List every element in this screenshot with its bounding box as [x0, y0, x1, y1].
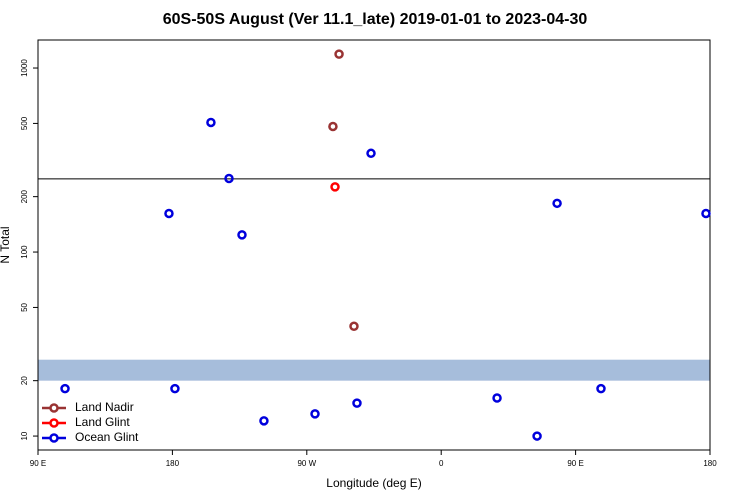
- data-point: [366, 148, 376, 159]
- data-point: [552, 198, 562, 209]
- y-tick-label: 100: [20, 245, 29, 259]
- data-point: [532, 431, 542, 441]
- x-tick-label: 180: [703, 459, 717, 468]
- x-tick-label: 90 E: [567, 459, 583, 468]
- data-point: [164, 208, 174, 219]
- data-point: [492, 393, 502, 403]
- data-point: [224, 173, 234, 184]
- data-point: [701, 208, 711, 219]
- legend-label: Ocean Glint: [75, 430, 139, 444]
- data-point: [310, 409, 320, 419]
- x-tick-label: 90 E: [30, 459, 46, 468]
- data-point: [206, 117, 216, 128]
- plot-frame: [37, 39, 711, 451]
- y-tick-label: 50: [20, 302, 29, 311]
- data-point: [349, 321, 359, 332]
- x-tick-label: 0: [439, 459, 444, 468]
- data-point: [352, 398, 362, 408]
- x-axis-label: Longitude (deg E): [326, 476, 421, 490]
- y-tick-label: 1000: [20, 59, 29, 77]
- legend-marker: [49, 433, 59, 443]
- legend-label: Land Glint: [75, 415, 130, 429]
- y-tick-label: 20: [20, 376, 29, 385]
- y-tick-label: 500: [20, 116, 29, 130]
- data-point: [170, 383, 180, 394]
- y-tick-label: 10: [20, 431, 29, 440]
- chart-title: 60S-50S August (Ver 11.1_late) 2019-01-0…: [163, 11, 588, 28]
- y-axis-label: N Total: [0, 226, 12, 263]
- data-point: [330, 182, 340, 192]
- x-tick-label: 180: [166, 459, 180, 468]
- data-point: [596, 383, 606, 394]
- data-point: [334, 49, 344, 59]
- legend-marker: [49, 418, 59, 428]
- data-point: [60, 383, 70, 394]
- shaded-band: [38, 359, 710, 381]
- data-point: [259, 416, 269, 426]
- legend-marker: [49, 403, 59, 413]
- x-tick-label: 90 W: [297, 459, 316, 468]
- y-tick-label: 200: [20, 189, 29, 203]
- data-point: [328, 121, 338, 132]
- legend-label: Land Nadir: [75, 400, 134, 414]
- data-point: [237, 230, 247, 240]
